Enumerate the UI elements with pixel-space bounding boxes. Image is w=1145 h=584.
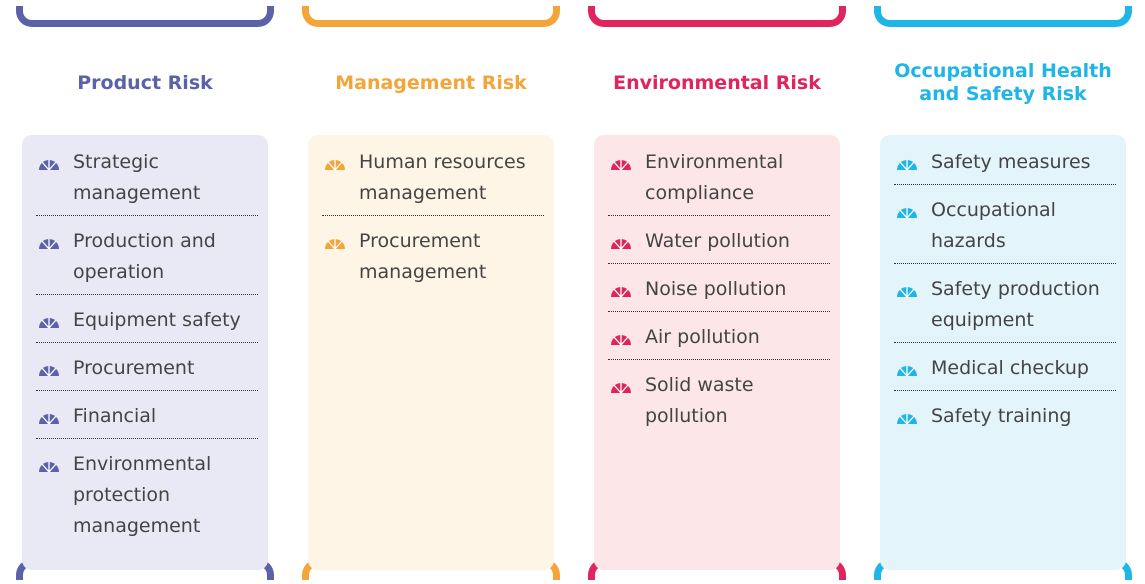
list-item: Production and operation: [36, 224, 258, 295]
item-text: Equipment safety: [73, 309, 241, 331]
item-text: Air pollution: [645, 326, 760, 348]
item-text: Environmental compliance: [645, 151, 784, 204]
item-box: Strategic management Production and opera…: [22, 135, 268, 570]
item-text: Human resources management: [359, 151, 526, 204]
item-text: Procurement management: [359, 230, 487, 283]
column-title: Product Risk: [77, 71, 213, 94]
bracket-top: [874, 6, 1132, 27]
list-item: Occupational hazards: [894, 193, 1116, 264]
list-item: Environmental protection management: [36, 447, 258, 548]
icon: [39, 462, 59, 472]
list-item: Procurement management: [322, 224, 544, 294]
list-item: Safety production equipment: [894, 272, 1116, 343]
bracket-top: [302, 6, 560, 27]
item-text: Financial: [73, 405, 157, 427]
item-text: Medical checkup: [931, 357, 1089, 379]
icon: [897, 287, 917, 297]
column: Environmental Risk Environmental complian…: [582, 0, 852, 584]
list-item: Water pollution: [608, 224, 830, 264]
icon: [611, 287, 631, 297]
list-item: Medical checkup: [894, 351, 1116, 391]
icon: [611, 239, 631, 249]
list-item: Equipment safety: [36, 303, 258, 343]
column: Occupational Health and Safety Risk Safet…: [868, 0, 1138, 584]
icon: [39, 366, 59, 376]
icon: [325, 160, 345, 170]
item-text: Water pollution: [645, 230, 790, 252]
icon: [611, 160, 631, 170]
icon: [897, 414, 917, 424]
item-text: Occupational hazards: [931, 199, 1056, 252]
item-text: Safety measures: [931, 151, 1091, 173]
list-item: Procurement: [36, 351, 258, 391]
icon: [897, 160, 917, 170]
icon: [325, 239, 345, 249]
item-box: Safety measures Occupational hazards Safet…: [880, 135, 1126, 570]
list-item: Financial: [36, 399, 258, 439]
item-text: Safety training: [931, 405, 1072, 427]
item-text: Production and operation: [73, 230, 216, 283]
list-item: Safety training: [894, 399, 1116, 438]
list-item: Solid waste pollution: [608, 368, 830, 438]
icon: [611, 383, 631, 393]
list-item: Human resources management: [322, 145, 544, 216]
icon: [897, 366, 917, 376]
column-title: Management Risk: [335, 71, 527, 94]
item-text: Strategic management: [73, 151, 201, 204]
item-text: Noise pollution: [645, 278, 787, 300]
icon: [39, 318, 59, 328]
column: Management Risk Human resources managemen…: [296, 0, 566, 584]
list-item: Environmental compliance: [608, 145, 830, 216]
item-text: Environmental protection management: [73, 453, 212, 537]
column-title: Environmental Risk: [613, 71, 821, 94]
column-title: Occupational Health and Safety Risk: [894, 60, 1112, 105]
item-text: Solid waste pollution: [645, 374, 754, 427]
bracket-top: [588, 6, 846, 27]
icon: [39, 239, 59, 249]
list-item: Noise pollution: [608, 272, 830, 312]
icon: [611, 335, 631, 345]
bracket-top: [16, 6, 274, 27]
list-item: Air pollution: [608, 320, 830, 360]
icon: [39, 160, 59, 170]
item-text: Procurement: [73, 357, 195, 379]
column: Product Risk Strategic management Producti…: [10, 0, 280, 584]
item-text: Safety production equipment: [931, 278, 1100, 331]
icon: [39, 414, 59, 424]
item-box: Human resources management Procurement ma…: [308, 135, 554, 570]
list-item: Strategic management: [36, 145, 258, 216]
icon: [897, 208, 917, 218]
list-item: Safety measures: [894, 145, 1116, 185]
item-box: Environmental compliance Water pollution N…: [594, 135, 840, 570]
